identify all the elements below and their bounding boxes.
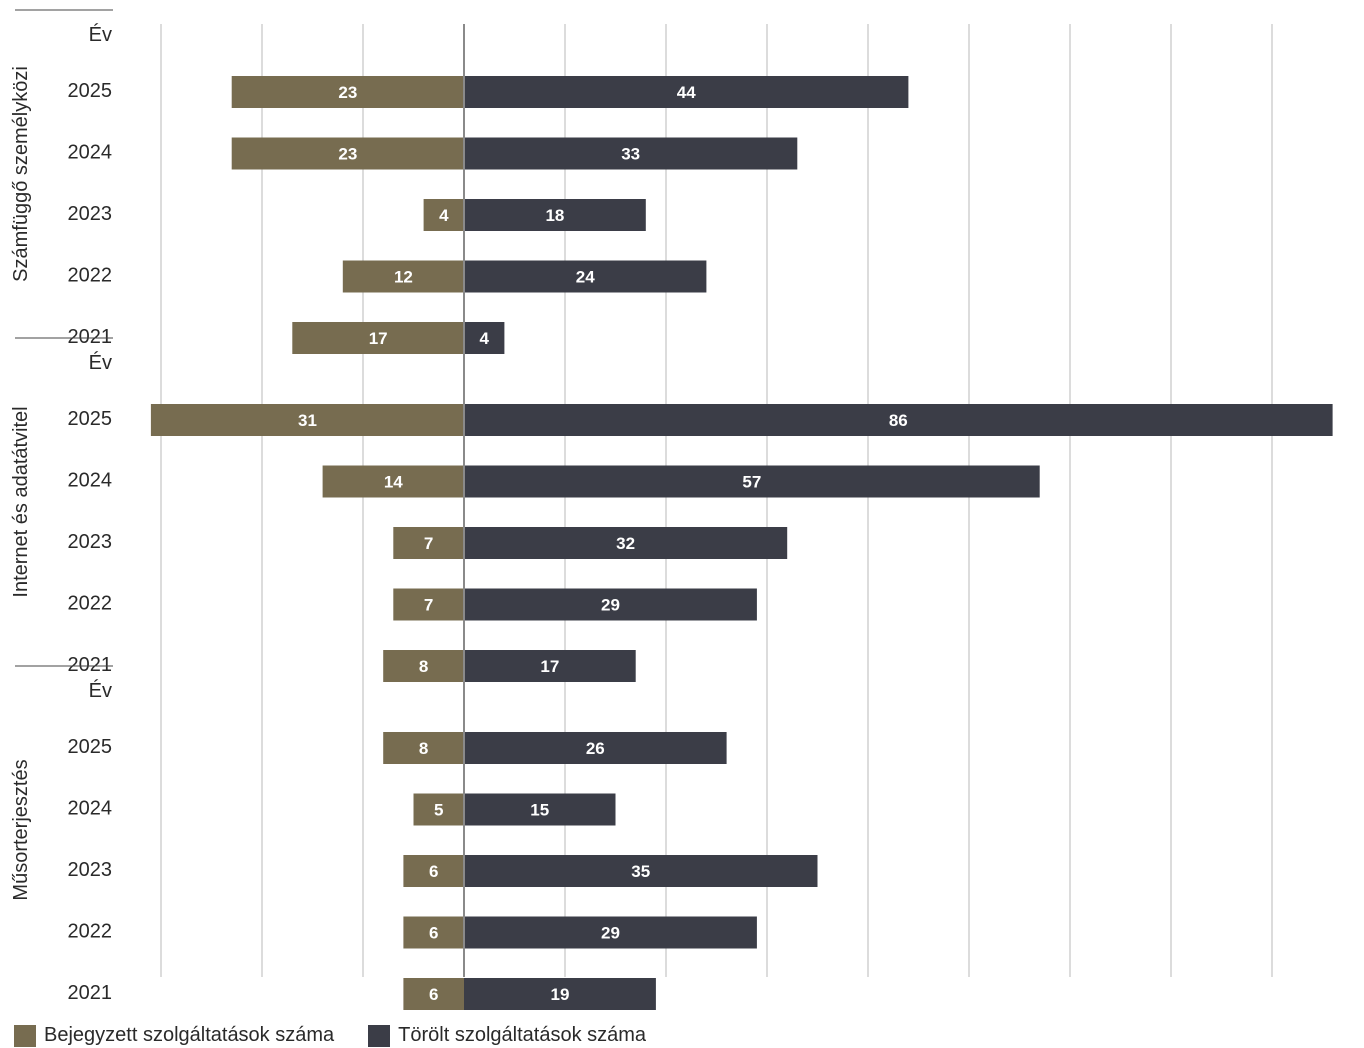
- row-header-label: Év: [89, 23, 112, 46]
- data-label-bejegyzett: 6: [429, 862, 438, 881]
- group-label: Internet és adatátvitel: [10, 406, 32, 597]
- data-label-bejegyzett: 8: [419, 657, 428, 676]
- year-tick-label: 2024: [68, 798, 113, 820]
- legend-swatch-bejegyzett: [14, 1024, 36, 1047]
- data-label-torolt: 29: [601, 924, 620, 943]
- data-label-bejegyzett: 12: [394, 268, 413, 287]
- legend-item-bejegyzett: Bejegyzett szolgáltatások száma: [14, 1024, 334, 1047]
- bar-bejegyzett: [403, 916, 464, 949]
- data-label-bejegyzett: 31: [298, 411, 317, 430]
- bar-bejegyzett: [403, 978, 464, 1010]
- year-tick-label: 2021: [68, 326, 113, 348]
- bar-torolt: [464, 404, 1333, 436]
- bar-torolt: [464, 732, 727, 764]
- bar-bejegyzett: [423, 199, 464, 231]
- data-label-torolt: 86: [889, 411, 908, 430]
- data-label-bejegyzett: 6: [429, 924, 438, 943]
- data-label-bejegyzett: 17: [369, 329, 388, 348]
- data-label-torolt: 35: [631, 862, 650, 881]
- data-label-torolt: 24: [576, 268, 595, 287]
- bar-torolt: [464, 199, 646, 231]
- group-label: Műsorterjesztés: [10, 759, 32, 900]
- row-header-label: Év: [89, 351, 112, 374]
- legend-label-torolt: Törölt szolgáltatások száma: [398, 1024, 647, 1046]
- year-tick-label: 2022: [68, 593, 113, 615]
- bar-torolt: [464, 793, 616, 826]
- data-label-torolt: 26: [586, 739, 605, 758]
- bar-bejegyzett: [383, 650, 464, 682]
- year-tick-label: 2023: [68, 859, 113, 881]
- bar-torolt: [464, 137, 798, 170]
- data-label-torolt: 32: [616, 534, 635, 553]
- bar-torolt: [464, 588, 757, 621]
- data-label-torolt: 15: [530, 801, 549, 820]
- group-label: Számfüggő személyközi: [10, 66, 32, 282]
- bar-bejegyzett: [322, 465, 464, 498]
- data-label-torolt: 4: [479, 329, 489, 348]
- year-tick-label: 2021: [68, 654, 113, 676]
- year-tick-label: 2024: [68, 142, 113, 164]
- bar-torolt: [464, 855, 818, 887]
- row-header-label: Év: [89, 679, 112, 702]
- bar-torolt: [464, 527, 788, 559]
- year-tick-label: 2025: [68, 736, 113, 758]
- bar-torolt: [464, 76, 909, 108]
- bar-bejegyzett: [413, 793, 464, 826]
- data-label-torolt: 57: [742, 473, 761, 492]
- data-label-torolt: 33: [621, 145, 640, 164]
- year-tick-label: 2021: [68, 982, 113, 1004]
- data-label-bejegyzett: 23: [338, 145, 357, 164]
- year-tick-label: 2023: [68, 531, 113, 553]
- year-tick-label: 2022: [68, 265, 113, 287]
- data-label-bejegyzett: 14: [384, 473, 403, 492]
- data-label-torolt: 19: [550, 985, 569, 1004]
- bar-torolt: [464, 650, 636, 682]
- bar-torolt: [464, 916, 757, 949]
- data-label-torolt: 18: [545, 206, 564, 225]
- bar-bejegyzett: [342, 260, 464, 293]
- legend-item-torolt: Törölt szolgáltatások száma: [368, 1024, 646, 1047]
- data-label-bejegyzett: 8: [419, 739, 428, 758]
- data-label-torolt: 17: [540, 657, 559, 676]
- bar-torolt: [464, 978, 656, 1010]
- bar-bejegyzett: [393, 588, 464, 621]
- year-tick-label: 2025: [68, 408, 113, 430]
- legend: Bejegyzett szolgáltatások száma Törölt s…: [14, 1024, 680, 1047]
- legend-swatch-torolt: [368, 1024, 391, 1047]
- bar-bejegyzett: [231, 76, 464, 108]
- bar-bejegyzett: [403, 855, 464, 887]
- bar-bejegyzett: [393, 527, 464, 559]
- data-label-bejegyzett: 4: [439, 206, 449, 225]
- year-tick-label: 2025: [68, 80, 113, 102]
- data-label-bejegyzett: 23: [338, 83, 357, 102]
- bar-bejegyzett: [231, 137, 464, 170]
- bar-torolt: [464, 322, 505, 354]
- legend-label-bejegyzett: Bejegyzett szolgáltatások száma: [44, 1024, 335, 1046]
- data-label-bejegyzett: 7: [424, 534, 433, 553]
- bar-bejegyzett: [150, 404, 464, 436]
- data-label-bejegyzett: 6: [429, 985, 438, 1004]
- bar-bejegyzett: [383, 732, 464, 764]
- year-tick-label: 2023: [68, 203, 113, 225]
- data-label-bejegyzett: 5: [434, 801, 443, 820]
- bar-torolt: [464, 260, 707, 293]
- data-label-torolt: 29: [601, 596, 620, 615]
- bar-bejegyzett: [292, 322, 464, 354]
- year-tick-label: 2022: [68, 921, 113, 943]
- data-label-bejegyzett: 7: [424, 596, 433, 615]
- bar-torolt: [464, 465, 1040, 498]
- data-label-torolt: 44: [677, 83, 696, 102]
- year-tick-label: 2024: [68, 470, 113, 492]
